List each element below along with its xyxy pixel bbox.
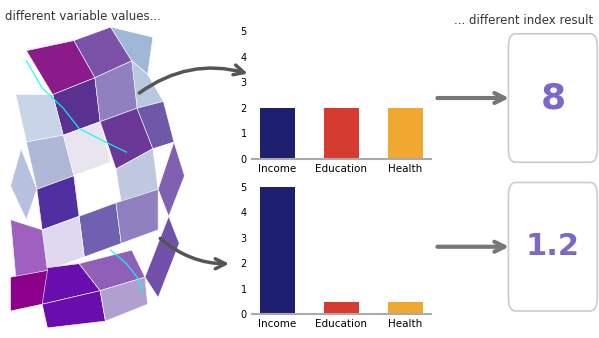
Bar [324, 301, 359, 314]
Bar [260, 187, 295, 314]
Polygon shape [158, 142, 184, 216]
Polygon shape [37, 176, 79, 230]
Polygon shape [42, 291, 105, 328]
Polygon shape [63, 122, 111, 176]
Polygon shape [79, 250, 145, 291]
Bar [388, 301, 423, 314]
Bar [324, 108, 359, 159]
Polygon shape [16, 95, 63, 142]
Polygon shape [11, 220, 47, 277]
Polygon shape [74, 162, 116, 216]
Polygon shape [137, 101, 174, 149]
Polygon shape [26, 135, 74, 189]
Polygon shape [116, 149, 158, 203]
Polygon shape [11, 149, 37, 220]
Polygon shape [100, 108, 153, 169]
Polygon shape [79, 203, 121, 257]
Polygon shape [111, 27, 153, 74]
FancyBboxPatch shape [509, 183, 597, 311]
Text: different variable values...: different variable values... [5, 10, 161, 23]
Polygon shape [53, 78, 100, 135]
Polygon shape [26, 41, 95, 95]
Polygon shape [95, 61, 137, 122]
Polygon shape [11, 270, 47, 311]
Text: 1.2: 1.2 [526, 232, 580, 261]
Text: ... different index result: ... different index result [454, 14, 593, 26]
Polygon shape [100, 277, 147, 321]
Text: 8: 8 [540, 81, 565, 115]
Polygon shape [145, 216, 179, 297]
FancyBboxPatch shape [509, 34, 597, 162]
Bar [260, 108, 295, 159]
Polygon shape [132, 61, 164, 108]
Bar [388, 108, 423, 159]
Polygon shape [26, 264, 100, 304]
Polygon shape [116, 189, 158, 243]
Polygon shape [74, 27, 132, 78]
Polygon shape [42, 216, 84, 270]
